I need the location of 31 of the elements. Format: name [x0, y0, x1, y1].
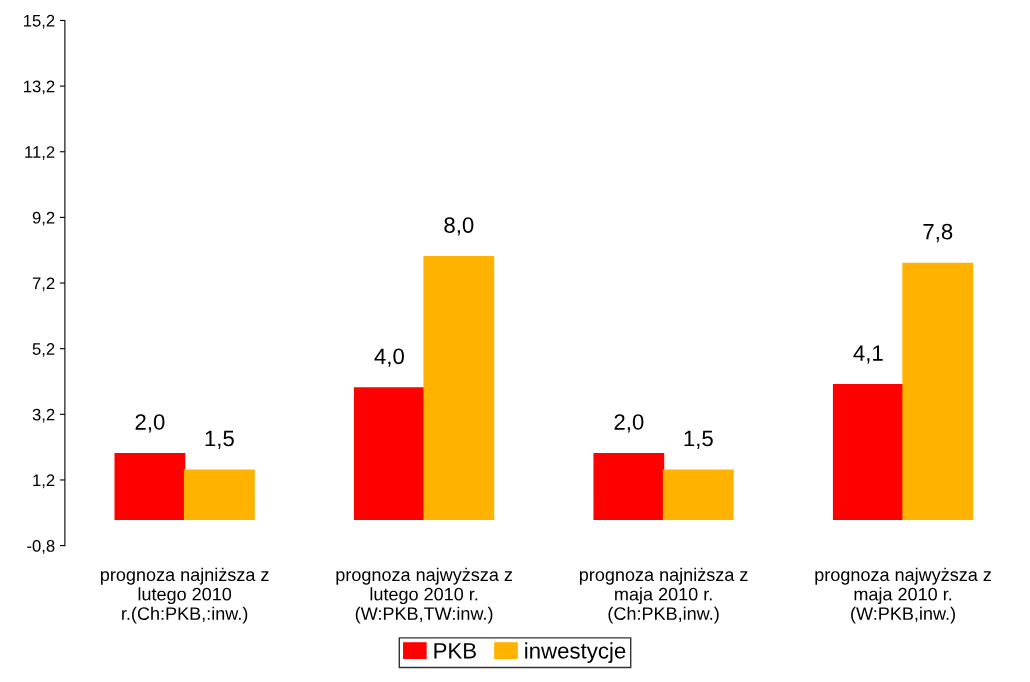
x-tick-label: prognoza najniższa z lutego 2010 r.(Ch:PKB,:inw.)	[100, 567, 269, 624]
data-label: 8,0	[444, 217, 474, 236]
x-tick-label: prognoza najwyższa z maja 2010 r. (W:PKB,inw.)	[815, 567, 991, 624]
legend-label: PKB	[434, 643, 476, 659]
y-tick-label: 13,2	[24, 80, 55, 95]
y-tick-label: 5,2	[32, 343, 55, 357]
y-tick-label: 1,2	[33, 474, 55, 489]
y-tick-label: 3,2	[32, 408, 55, 423]
bar	[114, 453, 186, 521]
data-label: 2,0	[135, 414, 165, 433]
bar	[902, 262, 974, 521]
x-tick-label: prognoza najwyższa z lutego 2010 r. (W:PKB,TW:inw.)	[336, 567, 513, 624]
data-label: 4,0	[374, 348, 404, 367]
bar	[832, 384, 904, 521]
data-label: 4,1	[853, 345, 883, 364]
y-tick-label: 15,2	[24, 14, 55, 29]
y-tick-label: 11,2	[25, 146, 55, 160]
x-tick-label: prognoza najniższa z maja 2010 r. (Ch:PKB,inw.)	[579, 567, 748, 624]
bar	[593, 453, 665, 521]
y-tick-label: 9,2	[32, 211, 55, 226]
bar	[183, 469, 255, 521]
data-label: 1,5	[684, 430, 713, 449]
y-tick-label: -0,8	[27, 540, 55, 554]
legend-label: inwestycje	[525, 642, 626, 664]
bar	[353, 387, 425, 521]
data-label: 2,0	[614, 414, 644, 433]
bar	[662, 469, 734, 521]
data-label: 1,5	[205, 430, 234, 449]
y-tick-label: 7,2	[32, 277, 55, 292]
bar	[423, 256, 495, 521]
data-label: 7,8	[923, 223, 953, 243]
